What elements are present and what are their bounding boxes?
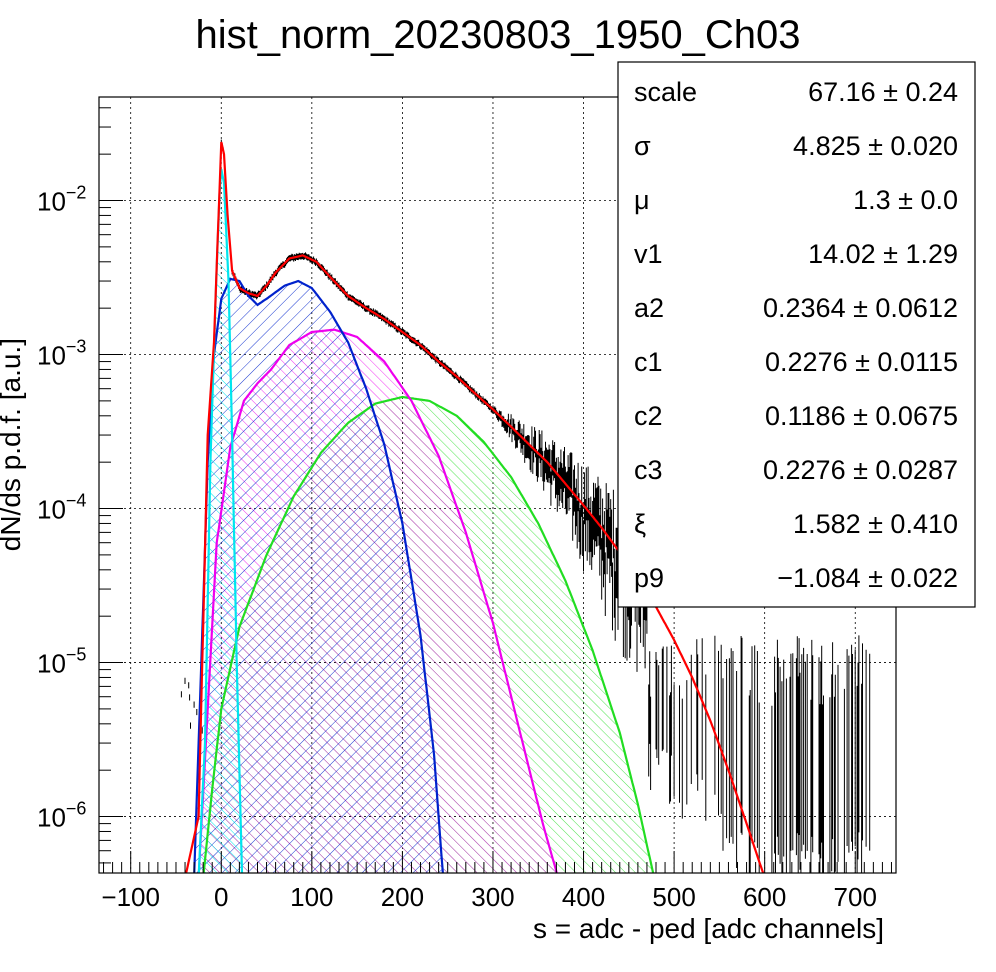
stat-value: 0.1186 ± 0.0675: [765, 401, 958, 431]
y-axis-label: dN/ds p.d.f. [a.u.]: [0, 338, 26, 551]
y-tick-label: 10−4: [37, 491, 86, 525]
x-tick-label: 300: [471, 882, 514, 912]
fit-curves: [184, 141, 765, 873]
component-fills: [194, 169, 655, 873]
x-tick-label: 0: [214, 882, 228, 912]
stat-value: 67.16 ± 0.24: [808, 77, 958, 107]
total-fit-curve: [184, 141, 765, 873]
stat-value: 1.582 ± 0.410: [793, 509, 958, 539]
stat-name: c2: [634, 401, 663, 431]
x-tick-label: 100: [290, 882, 333, 912]
x-tick-label: 600: [743, 882, 786, 912]
stat-value: 0.2276 ± 0.0115: [765, 347, 958, 377]
x-tick-label: 700: [834, 882, 877, 912]
axes: −100 0 100 200 300 400 500 600 700 10−6 10−5 10−4 10…: [37, 107, 892, 912]
stats-box: scale 67.16 ± 0.24 σ 4.825 ± 0.020 μ 1.3 ± 0.…: [617, 61, 976, 608]
x-tick-label: 200: [381, 882, 424, 912]
stat-name: μ: [634, 185, 650, 215]
stat-value: 4.825 ± 0.020: [793, 131, 958, 161]
stat-name: c3: [634, 455, 663, 485]
stat-name: ξ: [634, 509, 646, 539]
chart-title: hist_norm_20230803_1950_Ch03: [196, 13, 801, 57]
x-axis-label: s = adc - ped [adc channels]: [533, 913, 884, 944]
stat-value: 0.2276 ± 0.0287: [763, 455, 958, 485]
stats-box-frame: [617, 61, 976, 608]
x-tick-label: 400: [562, 882, 605, 912]
y-tick-label: 10−5: [37, 645, 86, 679]
y-tick-label: 10−3: [37, 337, 86, 371]
x-tick-label: 500: [652, 882, 695, 912]
stat-name: scale: [634, 77, 697, 107]
stat-name: a2: [634, 293, 664, 323]
stat-name: σ: [634, 131, 651, 161]
stat-name: p9: [634, 563, 664, 593]
stat-name: v1: [634, 239, 663, 269]
y-tick-label: 10−6: [37, 799, 86, 833]
stat-name: c1: [634, 347, 663, 377]
y-tick-label: 10−2: [37, 183, 86, 217]
stat-value: 1.3 ± 0.0: [853, 185, 958, 215]
magenta-component-curve: [197, 328, 558, 873]
stat-value: 14.02 ± 1.29: [808, 239, 958, 269]
green-component-curve: [202, 395, 655, 873]
blue-component-fill: [194, 278, 444, 873]
stat-value: −1.084 ± 0.022: [777, 563, 958, 593]
stat-value: 0.2364 ± 0.0612: [763, 293, 958, 323]
x-tick-label: −100: [101, 882, 160, 912]
